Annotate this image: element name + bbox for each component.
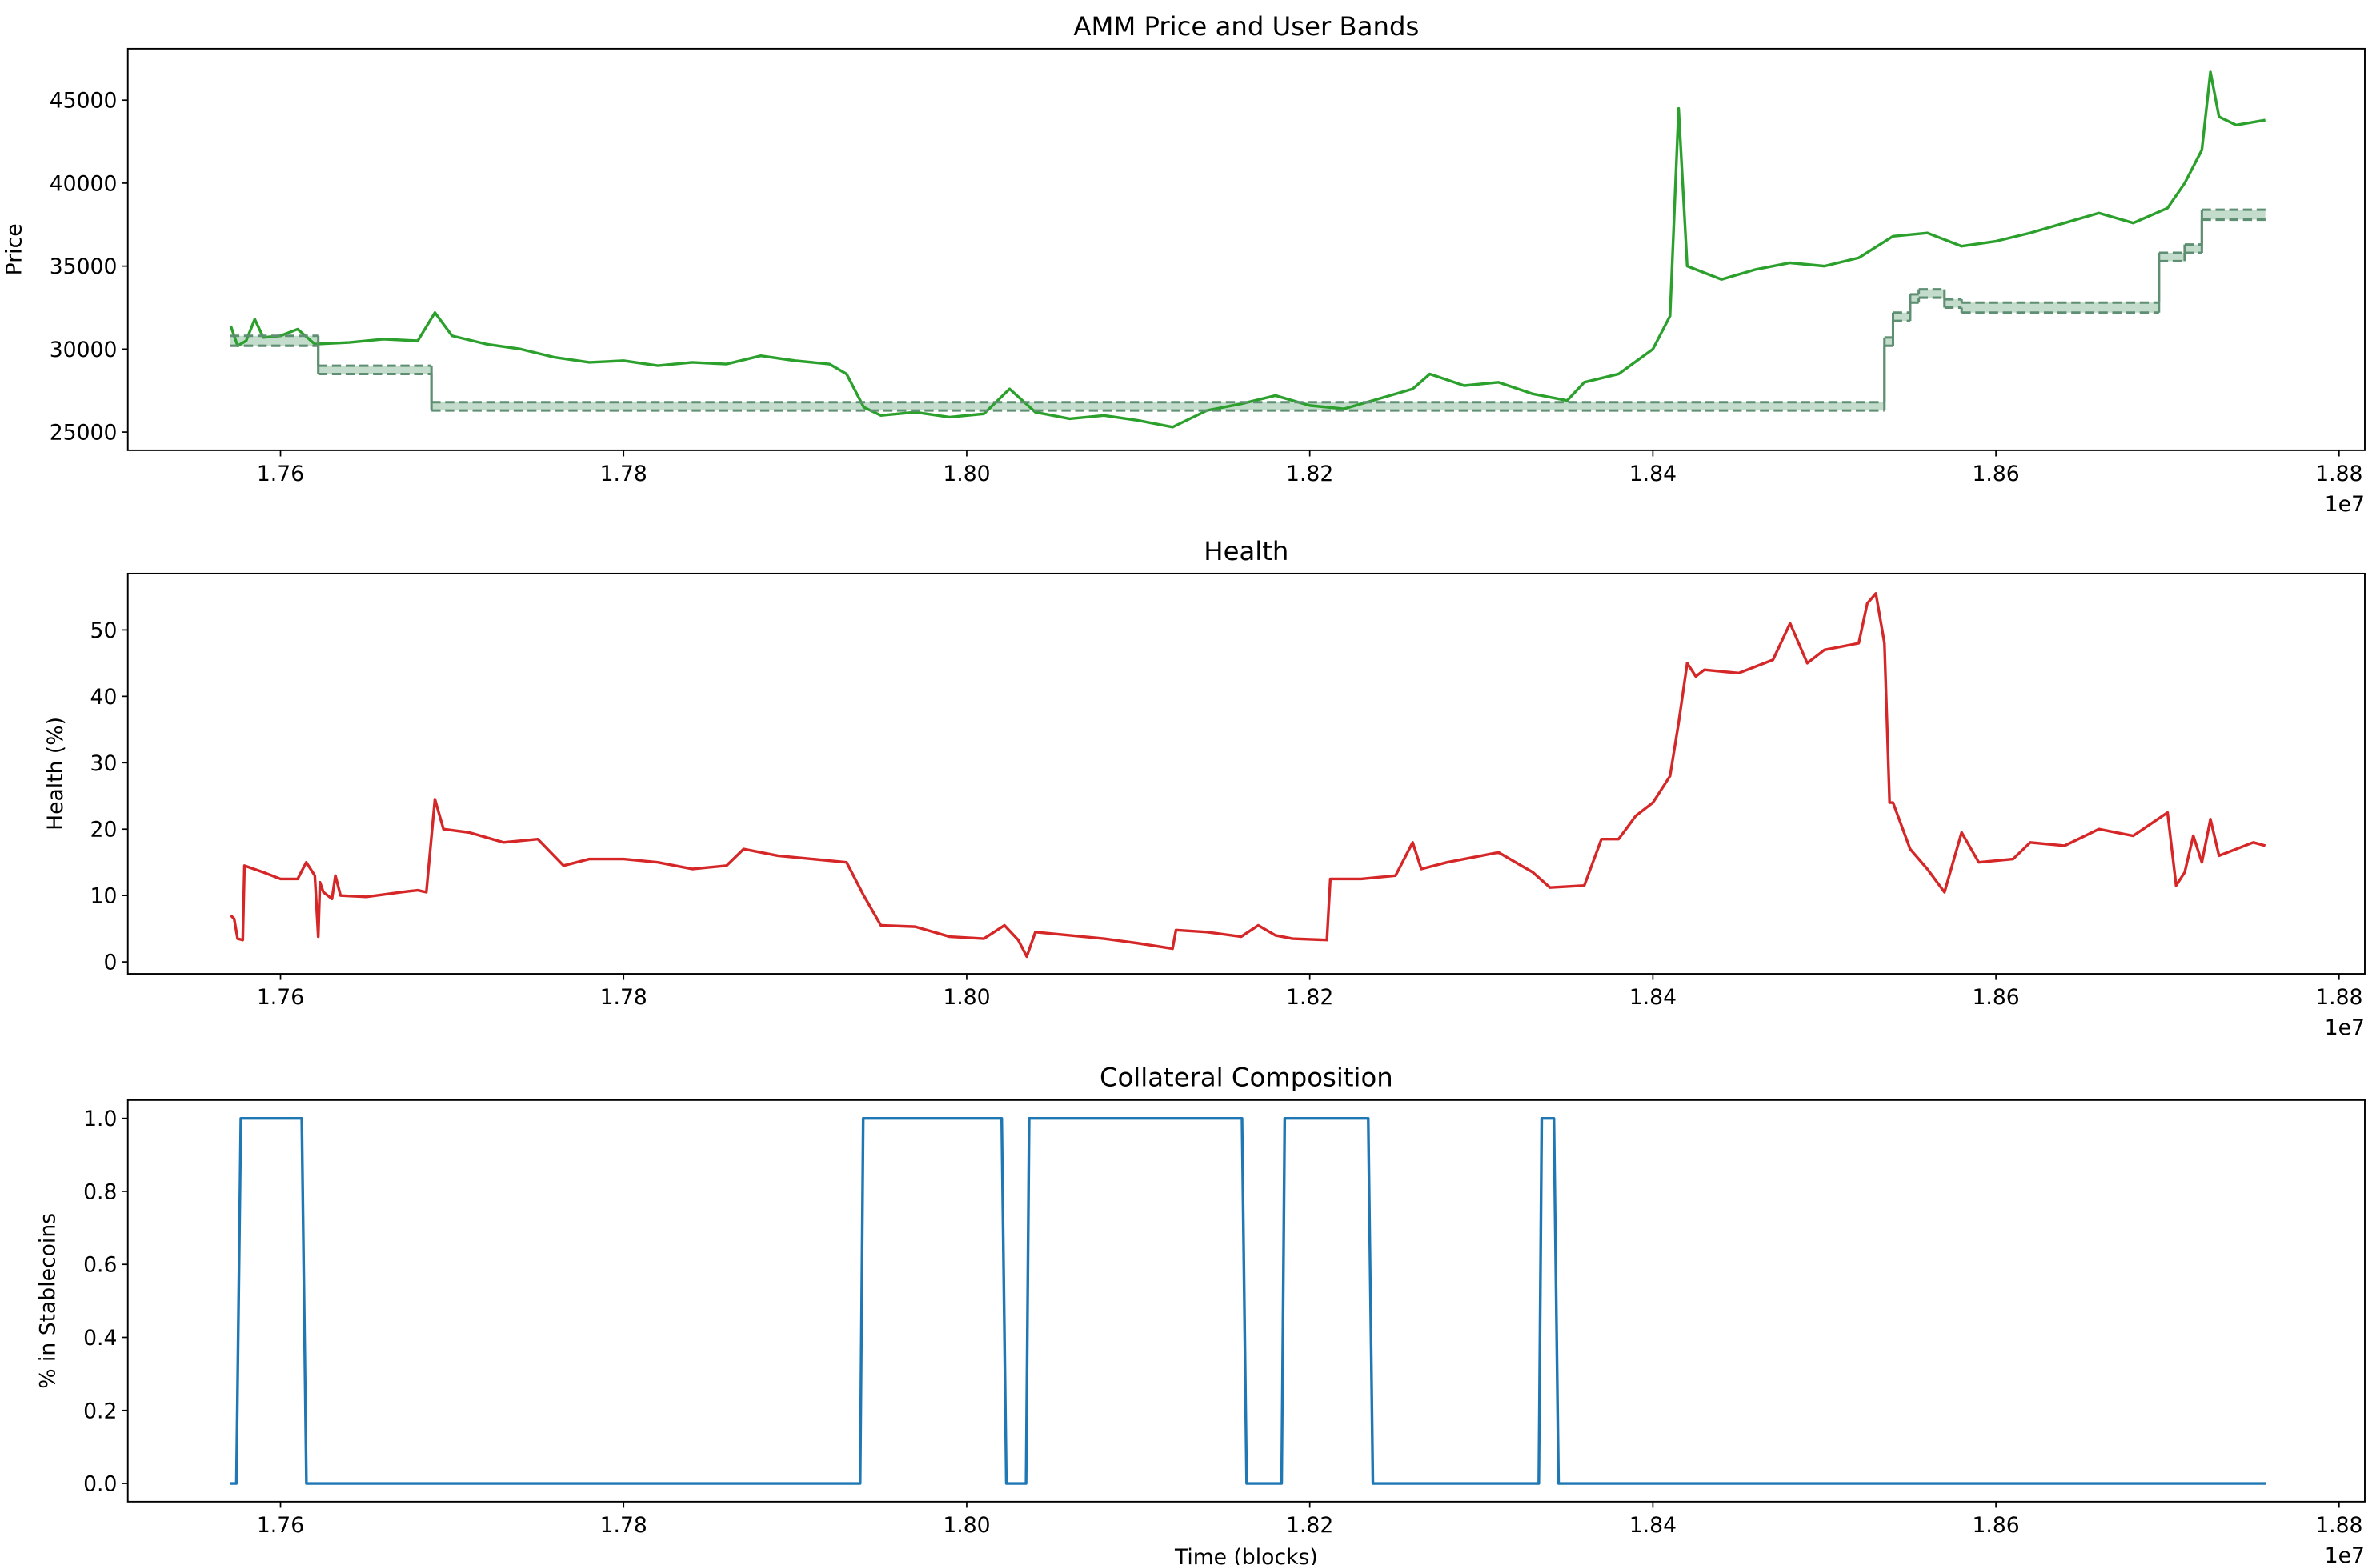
y-tick-label: 0.6 — [83, 1253, 117, 1278]
x-tick-label: 1.76 — [257, 985, 304, 1010]
y-tick-label: 20 — [90, 818, 118, 843]
x-tick-label: 1.82 — [1286, 462, 1333, 486]
y-tick-label: 40 — [90, 685, 118, 710]
y-tick-label: 0.8 — [83, 1179, 117, 1204]
data-line — [229, 70, 2266, 429]
y-tick-label: 10 — [90, 884, 118, 909]
band-fill — [230, 210, 2266, 411]
x-tick-label: 1.76 — [257, 1513, 304, 1538]
x-tick-label: 1.84 — [1629, 985, 1677, 1010]
data-line — [230, 1116, 2266, 1485]
x-tick-label: 1.80 — [943, 1513, 990, 1538]
x-tick-label: 1.84 — [1629, 462, 1677, 486]
y-tick-label: 25000 — [50, 421, 118, 446]
x-tick-label: 1.78 — [600, 462, 647, 486]
x-tick-label: 1.86 — [1972, 1513, 2019, 1538]
chart-title: Health — [1204, 536, 1288, 566]
y-tick-label: 0.2 — [83, 1399, 117, 1423]
x-offset-label: 1e7 — [2325, 1543, 2365, 1565]
chart-title: AMM Price and User Bands — [1073, 11, 1419, 42]
y-tick-label: 40000 — [50, 171, 118, 196]
y-axis-label: % in Stablecoins — [35, 1213, 60, 1389]
y-tick-label: 30 — [90, 751, 118, 776]
step-riser — [317, 219, 2203, 411]
y-tick-label: 45000 — [50, 89, 118, 114]
y-tick-label: 1.0 — [83, 1107, 117, 1131]
x-tick-label: 1.88 — [2315, 1513, 2362, 1538]
x-axis-label: Time (blocks) — [1174, 1545, 1318, 1565]
axes-frame — [126, 47, 2366, 451]
x-tick-label: 1.86 — [1972, 985, 2019, 1010]
x-tick-label: 1.82 — [1286, 985, 1333, 1010]
x-tick-label: 1.78 — [600, 985, 647, 1010]
y-tick-label: 35000 — [50, 254, 118, 279]
x-tick-label: 1.86 — [1972, 462, 2019, 486]
x-tick-label: 1.84 — [1629, 1513, 1677, 1538]
x-tick-label: 1.88 — [2315, 462, 2362, 486]
data-line — [230, 592, 2266, 959]
y-tick-label: 0.0 — [83, 1472, 117, 1497]
x-tick-label: 1.78 — [600, 1513, 647, 1538]
y-tick-label: 0.4 — [83, 1326, 117, 1351]
axes-frame — [126, 1099, 2366, 1503]
y-tick-label: 30000 — [50, 338, 118, 362]
x-tick-label: 1.76 — [257, 462, 304, 486]
x-offset-label: 1e7 — [2325, 492, 2365, 517]
x-tick-label: 1.80 — [943, 985, 990, 1010]
y-tick-label: 0 — [103, 951, 117, 975]
x-tick-label: 1.80 — [943, 462, 990, 486]
x-offset-label: 1e7 — [2325, 1015, 2365, 1040]
y-axis-label: Price — [2, 223, 27, 275]
y-axis-label: Health (%) — [43, 717, 68, 831]
x-tick-label: 1.82 — [1286, 1513, 1333, 1538]
axes-frame — [126, 572, 2366, 975]
chart-title: Collateral Composition — [1100, 1063, 1393, 1093]
x-tick-label: 1.88 — [2315, 985, 2362, 1010]
y-tick-label: 50 — [90, 618, 118, 643]
